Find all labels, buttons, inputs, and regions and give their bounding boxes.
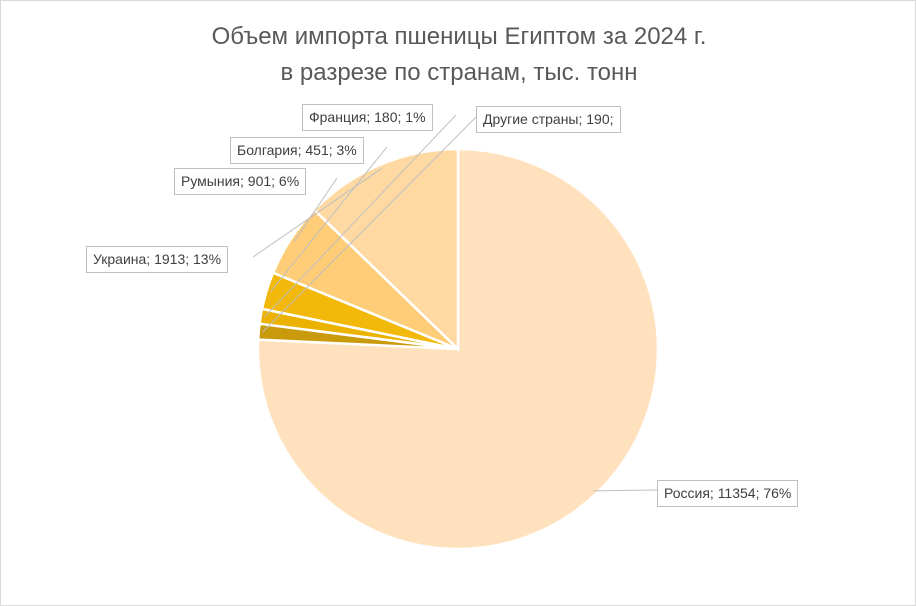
pie-slice-5 bbox=[312, 147, 460, 352]
leader-line-1 bbox=[262, 116, 477, 333]
data-label-0: Россия; 11354; 76% bbox=[657, 480, 799, 507]
leader-lines-group bbox=[252, 114, 658, 492]
data-label-2: Франция; 180; 1% bbox=[302, 104, 433, 131]
data-label-1: Другие страны; 190; bbox=[476, 106, 621, 133]
data-label-4: Румыния; 901; 6% bbox=[174, 168, 307, 195]
leader-line-3 bbox=[270, 146, 388, 293]
leader-line-4 bbox=[293, 177, 338, 242]
leader-line-2 bbox=[264, 114, 457, 318]
leader-line-0 bbox=[593, 489, 658, 492]
pie-slice-0 bbox=[256, 147, 660, 551]
leader-line-5 bbox=[252, 168, 382, 258]
chart-subtitle: в разрезе по странам, тыс. тонн bbox=[280, 59, 638, 86]
data-label-3: Болгария; 451; 3% bbox=[230, 137, 364, 164]
chart-title: Объем импорта пшеницы Египтом за 2024 г. bbox=[211, 23, 707, 50]
slices-group bbox=[256, 147, 660, 551]
data-label-5: Украина; 1913; 13% bbox=[86, 246, 229, 273]
